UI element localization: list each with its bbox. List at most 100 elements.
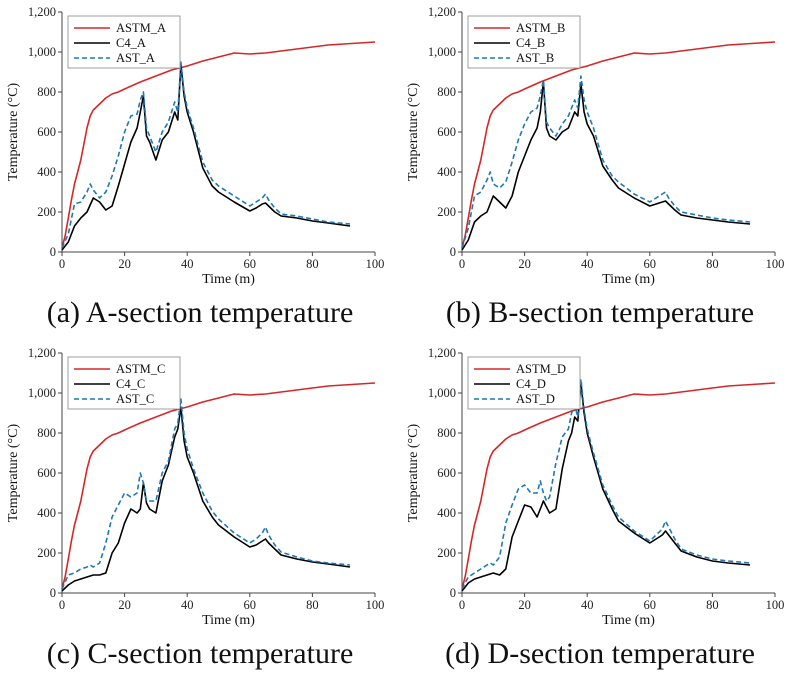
legend-entry: C4_C <box>116 377 145 391</box>
series-line-c4-d <box>461 382 751 592</box>
chart-svg-b: 0 200 400 600 800 1,000 1,200 0 20 40 60 80 100 Time … <box>406 5 785 287</box>
y-tick-label: 600 <box>437 466 456 480</box>
x-tick-label: 0 <box>59 257 65 271</box>
series-line-ast-b <box>461 75 751 249</box>
legend-entry: AST_D <box>516 392 555 406</box>
y-tick-label: 1,200 <box>28 5 56 19</box>
legend-entry: C4_D <box>516 377 546 391</box>
y-tick-label: 200 <box>437 205 456 219</box>
x-tick-label: 20 <box>118 598 131 612</box>
x-axis-label: Time (m) <box>202 613 255 628</box>
x-tick-label: 100 <box>366 257 385 271</box>
legend-box <box>467 356 581 410</box>
x-tick-label: 60 <box>644 257 657 271</box>
y-tick-label: 1,000 <box>428 45 456 59</box>
x-tick-label: 100 <box>766 598 785 612</box>
y-tick-label: 200 <box>437 546 456 560</box>
legend-entry: ASTM_B <box>516 21 565 35</box>
x-tick-label: 100 <box>366 598 385 612</box>
legend-entry: ASTM_D <box>516 362 566 376</box>
chart-panel-d: 0 200 400 600 800 1,000 1,200 0 20 40 60 80 100 Time … <box>400 341 800 682</box>
chart-panel-a: 0 200 400 600 800 1,000 1,200 0 20 40 60 80 100 Time … <box>0 0 400 341</box>
series-line-c4-b <box>461 81 751 251</box>
y-tick-label: 1,200 <box>28 346 56 360</box>
series-line-c4-c <box>61 406 351 592</box>
y-tick-label: 400 <box>437 165 456 179</box>
legend-entry: ASTM_A <box>116 21 166 35</box>
y-tick-label: 400 <box>37 506 56 520</box>
legend-entry: AST_A <box>116 51 155 65</box>
x-tick-label: 60 <box>244 598 257 612</box>
y-axis-label: Temperature (°C) <box>6 83 21 182</box>
y-tick-label: 1,000 <box>28 386 56 400</box>
y-tick-label: 0 <box>50 245 56 259</box>
x-tick-label: 60 <box>644 598 657 612</box>
series-line-c4-a <box>61 63 351 251</box>
x-tick-label: 20 <box>118 257 131 271</box>
x-tick-label: 80 <box>706 598 719 612</box>
y-tick-label: 400 <box>437 506 456 520</box>
chart-caption-c: (c) C-section temperature <box>46 637 354 670</box>
x-axis-label: Time (m) <box>602 272 655 287</box>
x-tick-label: 0 <box>459 598 465 612</box>
chart-svg-c: 0 200 400 600 800 1,000 1,200 0 20 40 60 80 100 Time … <box>6 346 385 628</box>
series-line-ast-c <box>61 398 351 590</box>
y-tick-label: 800 <box>37 426 56 440</box>
series-line-astm-b <box>461 41 776 249</box>
y-tick-label: 600 <box>437 125 456 139</box>
series-line-ast-d <box>461 378 751 590</box>
chart-caption-b: (b) B-section temperature <box>445 296 755 329</box>
series-line-astm-d <box>461 382 776 590</box>
series-line-astm-a <box>61 41 376 249</box>
chart-panel-c: 0 200 400 600 800 1,000 1,200 0 20 40 60 80 100 Time … <box>0 341 400 682</box>
x-tick-label: 80 <box>306 598 319 612</box>
y-axis-label: Temperature (°C) <box>406 83 421 182</box>
x-tick-label: 100 <box>766 257 785 271</box>
legend-entry: C4_A <box>116 36 146 50</box>
legend-entry: ASTM_C <box>116 362 165 376</box>
y-tick-label: 0 <box>50 586 56 600</box>
chart-caption-a: (a) A-section temperature <box>46 296 354 329</box>
y-tick-label: 200 <box>37 546 56 560</box>
chart-panel-b: 0 200 400 600 800 1,000 1,200 0 20 40 60 80 100 Time … <box>400 0 800 341</box>
x-tick-label: 80 <box>706 257 719 271</box>
legend-box <box>67 356 181 410</box>
y-axis-label: Temperature (°C) <box>6 424 21 523</box>
y-tick-label: 800 <box>37 85 56 99</box>
y-tick-label: 400 <box>37 165 56 179</box>
y-axis-label: Temperature (°C) <box>406 424 421 523</box>
legend-entry: AST_C <box>116 392 154 406</box>
x-tick-label: 40 <box>181 257 194 271</box>
y-tick-label: 0 <box>450 586 456 600</box>
series-line-astm-c <box>61 382 376 590</box>
y-tick-label: 800 <box>437 85 456 99</box>
x-tick-label: 0 <box>59 598 65 612</box>
x-tick-label: 80 <box>306 257 319 271</box>
y-tick-label: 1,000 <box>428 386 456 400</box>
x-tick-label: 40 <box>581 257 594 271</box>
y-tick-label: 1,200 <box>428 5 456 19</box>
x-axis-label: Time (m) <box>202 272 255 287</box>
legend-entry: AST_B <box>516 51 554 65</box>
x-tick-label: 0 <box>459 257 465 271</box>
x-tick-label: 40 <box>181 598 194 612</box>
y-tick-label: 1,200 <box>428 346 456 360</box>
chart-caption-d: (d) D-section temperature <box>445 637 755 670</box>
legend-box <box>67 15 181 69</box>
x-tick-label: 40 <box>581 598 594 612</box>
y-tick-label: 1,000 <box>28 45 56 59</box>
x-tick-label: 20 <box>518 598 531 612</box>
legend-box <box>467 15 581 69</box>
y-tick-label: 200 <box>37 205 56 219</box>
x-tick-label: 20 <box>518 257 531 271</box>
y-tick-label: 800 <box>437 426 456 440</box>
y-tick-label: 0 <box>450 245 456 259</box>
chart-svg-d: 0 200 400 600 800 1,000 1,200 0 20 40 60 80 100 Time … <box>406 346 785 628</box>
y-tick-label: 600 <box>37 125 56 139</box>
y-tick-label: 600 <box>37 466 56 480</box>
x-tick-label: 60 <box>244 257 257 271</box>
chart-svg-a: 0 200 400 600 800 1,000 1,200 0 20 40 60 80 100 Time … <box>6 5 385 287</box>
legend-entry: C4_B <box>516 36 545 50</box>
series-line-ast-a <box>61 61 351 249</box>
x-axis-label: Time (m) <box>602 613 655 628</box>
